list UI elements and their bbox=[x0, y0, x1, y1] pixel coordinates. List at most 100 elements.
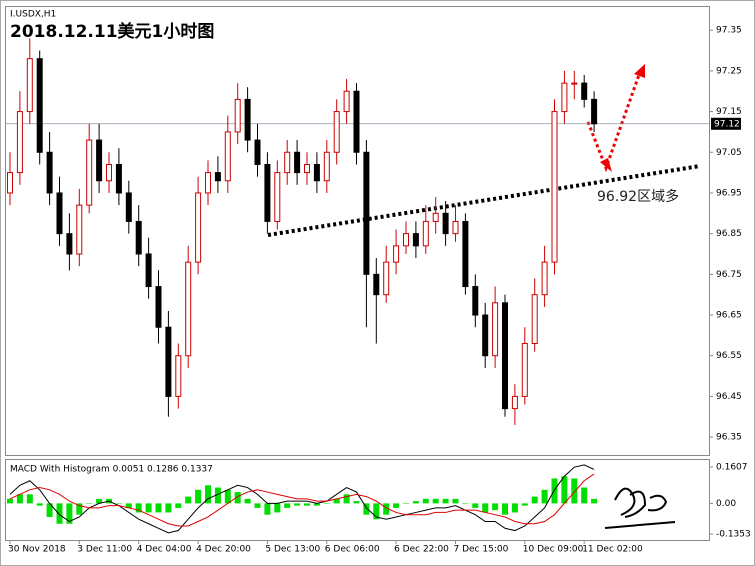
histogram-bar bbox=[145, 503, 152, 513]
forecast-arrow bbox=[586, 71, 642, 173]
candle-body bbox=[304, 163, 310, 174]
candle-body bbox=[294, 151, 301, 174]
x-tick-label: 5 Dec 13:00 bbox=[265, 545, 320, 555]
histogram-bar bbox=[521, 503, 528, 506]
candle-body bbox=[502, 302, 508, 410]
histogram-bar bbox=[125, 503, 132, 508]
candle-body bbox=[591, 98, 598, 125]
y-tick-label: -0.1353 bbox=[716, 530, 751, 540]
y-tick-label: 97.15 bbox=[716, 107, 742, 117]
candle-body bbox=[76, 204, 83, 255]
y-tick-label: 97.25 bbox=[716, 66, 742, 76]
histogram-bar bbox=[16, 494, 23, 504]
histogram-bar bbox=[492, 503, 499, 511]
histogram-bar bbox=[591, 498, 598, 504]
histogram-bar bbox=[353, 501, 360, 504]
candle-body bbox=[175, 355, 182, 397]
candle-body bbox=[185, 261, 192, 357]
candle-body bbox=[165, 326, 172, 397]
candle-body bbox=[7, 172, 13, 194]
histogram-bar bbox=[66, 503, 73, 524]
symbol: I.USDX,H1 bbox=[10, 10, 56, 20]
histogram-bar bbox=[284, 503, 291, 508]
histogram-bar bbox=[363, 503, 370, 515]
candle-body bbox=[442, 212, 449, 235]
candle-body bbox=[383, 261, 390, 296]
macd-panel bbox=[5, 459, 710, 541]
candle-body bbox=[452, 220, 459, 235]
candle-body bbox=[66, 233, 73, 255]
candle-body bbox=[541, 261, 548, 296]
candle-body bbox=[571, 82, 578, 85]
x-tick-label: 4 Dec 04:00 bbox=[137, 545, 192, 555]
histogram-bar bbox=[26, 494, 33, 504]
histogram-bar bbox=[412, 501, 419, 504]
candle-body bbox=[46, 151, 53, 194]
candle-body bbox=[393, 245, 400, 263]
histogram-bar bbox=[56, 503, 63, 524]
histogram-bar bbox=[165, 503, 172, 513]
y-tick-label: 96.55 bbox=[716, 351, 742, 361]
histogram-bar bbox=[551, 478, 558, 504]
histogram-bar bbox=[264, 503, 271, 515]
candle-body bbox=[195, 192, 202, 263]
candle-body bbox=[462, 220, 469, 288]
x-tick-label: 11 Dec 02:00 bbox=[582, 545, 643, 555]
candle-body bbox=[56, 192, 63, 235]
histogram-bar bbox=[502, 503, 508, 515]
candle-body bbox=[313, 163, 320, 182]
histogram-bar bbox=[36, 503, 43, 506]
x-tick-label: 6 Dec 22:00 bbox=[394, 545, 449, 555]
histogram-bar bbox=[482, 503, 489, 513]
histogram-bar bbox=[531, 496, 538, 504]
x-tick-label: 4 Dec 20:00 bbox=[196, 545, 251, 555]
candle-body bbox=[373, 273, 380, 296]
y-tick-label: 0.00 bbox=[716, 499, 736, 509]
histogram-bar bbox=[422, 498, 429, 504]
y-tick-label: 96.75 bbox=[716, 270, 742, 280]
candle-body bbox=[254, 139, 261, 165]
candle-body bbox=[106, 163, 112, 182]
candle-body bbox=[343, 90, 350, 113]
histogram-bar bbox=[313, 503, 320, 506]
histogram-bar bbox=[511, 503, 518, 513]
histogram-bar bbox=[155, 503, 162, 513]
candle-body bbox=[96, 139, 103, 182]
histogram-bar bbox=[432, 498, 439, 504]
candle-body bbox=[205, 172, 211, 194]
candle-body bbox=[323, 151, 330, 182]
histogram-bar bbox=[46, 503, 53, 517]
histogram-bar bbox=[452, 498, 459, 504]
x-tick-label: 10 Dec 09:00 bbox=[523, 545, 584, 555]
x-tick-label: 7 Dec 15:00 bbox=[454, 545, 509, 555]
candle-body bbox=[412, 233, 419, 247]
x-tick-label: 6 Dec 06:00 bbox=[325, 545, 380, 555]
candle-body bbox=[224, 131, 231, 182]
annotation: 96.92区域多 bbox=[597, 188, 679, 205]
histogram-bar bbox=[254, 503, 261, 508]
candle-body bbox=[472, 286, 479, 316]
candle-body bbox=[422, 220, 429, 247]
histogram-bar bbox=[403, 503, 409, 504]
histogram-bar bbox=[244, 498, 251, 504]
histogram-bar bbox=[76, 503, 83, 515]
histogram-bar bbox=[581, 487, 588, 504]
histogram-bar bbox=[442, 498, 449, 504]
y-tick-label: 96.65 bbox=[716, 311, 742, 321]
histogram-bar bbox=[541, 489, 548, 504]
arrow-head bbox=[634, 64, 645, 78]
candle-body bbox=[551, 111, 558, 263]
histogram-bar bbox=[205, 485, 211, 504]
candle-body bbox=[531, 294, 538, 345]
candle-body bbox=[492, 302, 499, 357]
candle-body bbox=[264, 163, 271, 222]
histogram-bar bbox=[462, 503, 469, 504]
candle-body bbox=[244, 98, 251, 141]
candle-body bbox=[155, 286, 162, 328]
candle-body bbox=[16, 111, 23, 174]
macd-title: MACD With Histogram 0.0051 0.1286 0.1337 bbox=[10, 465, 213, 475]
histogram-bar bbox=[86, 503, 93, 504]
histogram-bar bbox=[343, 494, 350, 504]
histogram-bar bbox=[571, 478, 578, 504]
